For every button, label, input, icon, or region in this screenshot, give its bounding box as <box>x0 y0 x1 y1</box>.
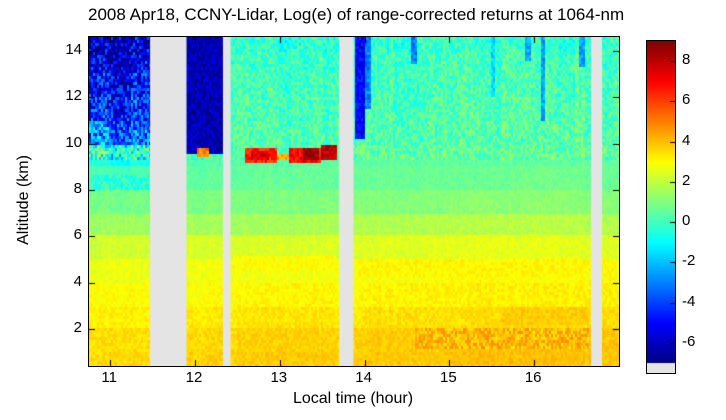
colorbar-canvas <box>647 41 675 373</box>
colorbar-tick-label: 4 <box>682 131 691 149</box>
colorbar-tick-label: 6 <box>682 91 691 109</box>
y-tick-label: 12 <box>65 87 82 105</box>
y-tick-label: 2 <box>73 318 82 336</box>
x-axis-label: Local time (hour) <box>292 390 414 407</box>
y-tick-label: 14 <box>65 40 82 58</box>
x-tick-label: 16 <box>524 369 542 386</box>
x-tick-label: 13 <box>270 369 288 386</box>
colorbar <box>646 40 676 374</box>
y-tick-label: 10 <box>65 133 82 151</box>
y-tick-label: 8 <box>73 179 82 197</box>
x-tick-label: 15 <box>440 369 457 386</box>
colorbar-tick-label: 2 <box>682 171 691 189</box>
x-tick-label: 14 <box>355 369 372 386</box>
y-axis-label: Altitude (km) <box>15 155 32 245</box>
colorbar-tick-label: 8 <box>682 51 691 69</box>
colorbar-tick-label: 0 <box>682 212 691 230</box>
y-tick-label: 6 <box>73 226 82 244</box>
colorbar-tick-label: -6 <box>682 332 696 350</box>
heatmap-canvas <box>89 37 619 366</box>
x-tick-label: 12 <box>185 369 203 386</box>
chart-title: 2008 Apr18, CCNY-Lidar, Log(e) of range-… <box>88 5 625 24</box>
plot-area <box>88 36 620 367</box>
y-tick-label: 4 <box>73 272 82 290</box>
colorbar-tick-label: -2 <box>682 252 696 270</box>
colorbar-tick-label: -4 <box>682 292 696 310</box>
x-tick-label: 11 <box>101 369 117 386</box>
